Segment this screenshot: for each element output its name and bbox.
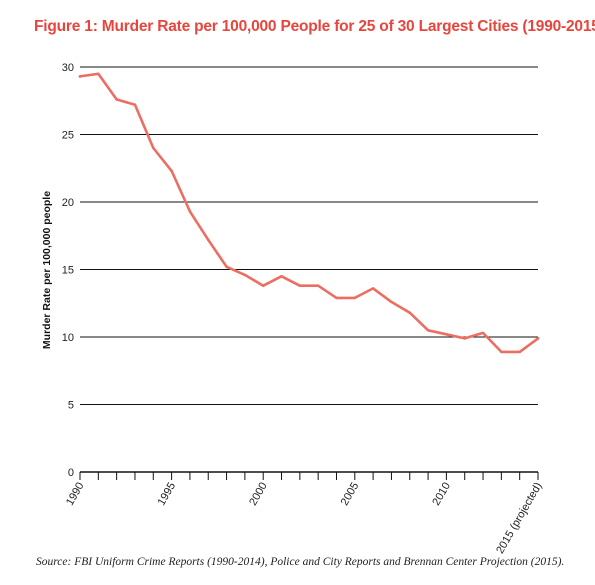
data-point xyxy=(353,296,357,300)
x-tick-label: 1990 xyxy=(64,481,87,508)
data-point xyxy=(188,210,192,213)
data-point xyxy=(206,238,210,242)
series-line xyxy=(78,72,540,354)
data-point xyxy=(298,284,302,288)
data-point xyxy=(408,311,412,315)
y-tick-label: 20 xyxy=(62,197,74,209)
data-point xyxy=(335,296,338,300)
y-tick-label: 25 xyxy=(62,130,74,142)
x-tick-label: 1995 xyxy=(156,481,179,508)
data-point xyxy=(518,350,521,354)
data-point xyxy=(445,333,448,336)
data-point xyxy=(463,337,467,340)
data-point xyxy=(97,72,100,76)
y-axis-label: Murder Rate per 100,000 people xyxy=(41,191,53,349)
chart-title: Figure 1: Murder Rate per 100,000 People… xyxy=(34,18,595,35)
data-point xyxy=(500,350,503,354)
y-tick-label: 0 xyxy=(68,467,74,479)
y-tick-label: 10 xyxy=(62,332,74,344)
data-point xyxy=(481,331,485,335)
data-point xyxy=(316,284,320,288)
x-tick-label: 2000 xyxy=(247,481,270,508)
y-axis: 0 5 10 15 20 25 30 xyxy=(62,62,74,479)
data-point xyxy=(133,103,137,107)
data-point xyxy=(390,300,393,304)
data-point xyxy=(243,273,247,277)
data-point xyxy=(78,75,82,78)
x-tick-label: 2015 (projected) xyxy=(494,481,544,556)
y-tick-label: 15 xyxy=(62,265,74,277)
data-point xyxy=(225,265,228,269)
gridlines xyxy=(80,66,538,473)
y-tick-label: 5 xyxy=(68,400,74,412)
series-group xyxy=(78,72,540,354)
source-note: Source: FBI Uniform Crime Reports (1990-… xyxy=(36,556,565,568)
data-point xyxy=(280,274,283,278)
x-axis: 1990 1995 2000 2005 2010 2015 (projected) xyxy=(64,472,545,556)
data-point xyxy=(371,287,375,290)
data-point xyxy=(115,98,118,101)
x-tick-label: 2010 xyxy=(430,481,453,508)
y-tick-label: 30 xyxy=(62,62,74,74)
data-point xyxy=(151,146,155,150)
data-point xyxy=(261,284,265,288)
data-point xyxy=(170,169,173,173)
x-tick-label: 2005 xyxy=(339,481,362,508)
data-point xyxy=(536,337,540,340)
data-point xyxy=(426,328,430,332)
